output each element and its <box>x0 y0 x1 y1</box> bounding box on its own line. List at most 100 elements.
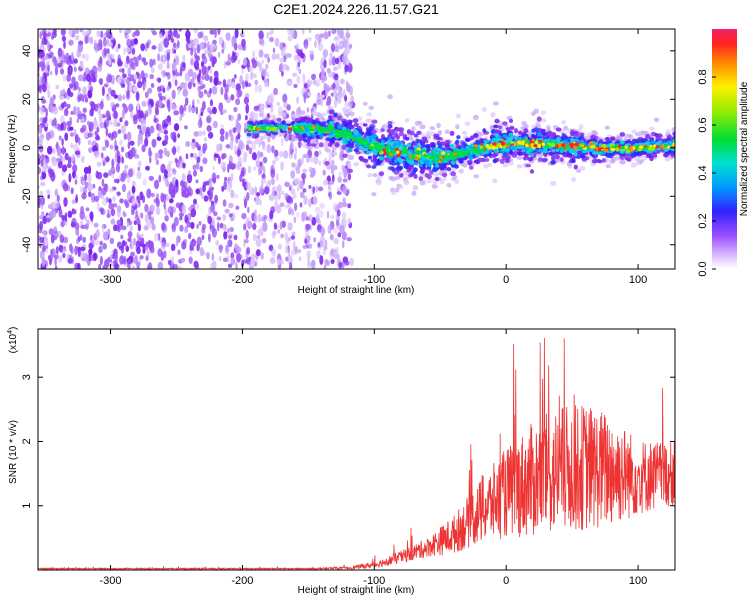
spectrogram-noise-cell <box>202 143 206 154</box>
spectrogram-noise-cell <box>95 229 100 238</box>
spectrogram-noise-cell <box>41 257 46 267</box>
spectrogram-band-cell <box>514 128 519 134</box>
spectrogram-noise-cell <box>88 191 92 198</box>
spectrogram-noise-cell <box>61 215 66 221</box>
spectrogram-band-cell <box>640 155 648 161</box>
spectrogram-noise-cell <box>44 55 49 60</box>
spectrogram-noise-cell <box>186 173 193 184</box>
spectrogram-noise-cell <box>308 184 312 189</box>
spectrogram-noise-cell <box>333 73 339 81</box>
spectrogram-noise-cell <box>158 149 164 155</box>
spectrogram-noise-cell <box>190 208 196 218</box>
spectrogram-band-cell <box>573 164 578 170</box>
spectrogram-noise-cell <box>125 245 130 252</box>
spectrogram-noise-cell <box>125 151 131 159</box>
spectrogram-noise-cell <box>74 81 79 91</box>
spectrogram-band-cell <box>258 112 264 118</box>
spectrogram-noise-cell <box>211 172 217 183</box>
spectrogram-noise-cell <box>97 190 102 198</box>
spectrogram-noise-cell <box>43 33 48 38</box>
spectrogram-noise-cell <box>185 141 191 147</box>
spectrogram-noise-cell <box>50 171 56 182</box>
spectrogram-band-cell <box>605 163 611 169</box>
spectrogram-band-cell <box>571 176 576 183</box>
spectrogram-noise-cell <box>121 240 126 247</box>
spectrogram-noise-cell <box>126 257 133 265</box>
spectrogram-noise-cell <box>130 38 135 47</box>
spectrogram-noise-cell <box>77 262 81 269</box>
spectrogram-noise-cell <box>93 150 98 156</box>
spectrogram-noise-cell <box>64 132 69 141</box>
spectrogram-noise-cell <box>349 43 353 49</box>
spectrogram-noise-cell <box>147 220 152 229</box>
spectrogram-band-cell <box>640 130 647 135</box>
spectrogram-noise-cell <box>256 192 261 197</box>
spectrogram-noise-cell <box>88 242 94 250</box>
spectrogram-band-cell <box>576 169 582 173</box>
spectrogram-band-cell <box>473 133 479 138</box>
spectrogram-noise-cell <box>47 194 50 199</box>
spectrogram-noise-cell <box>178 29 182 32</box>
spectrogram-noise-cell <box>95 170 99 179</box>
spectrogram-band-cell <box>540 110 547 115</box>
spectrogram-noise-cell <box>202 184 206 193</box>
spectrogram-noise-cell <box>255 160 261 168</box>
spectrogram-noise-cell <box>61 35 67 42</box>
spectrogram-noise-cell <box>230 257 236 266</box>
spectrogram-noise-cell <box>209 99 214 107</box>
spectrogram-noise-cell <box>55 246 59 255</box>
spectrogram-band-cell <box>411 190 417 196</box>
spectrogram-noise-cell <box>196 160 200 170</box>
spectrogram-noise-cell <box>331 159 335 167</box>
spectrogram-noise-cell <box>314 207 321 213</box>
spectrogram-noise-cell <box>46 189 51 195</box>
spectrogram-noise-cell <box>108 188 115 193</box>
spectrogram-noise-cell <box>160 192 165 203</box>
spectrogram-noise-cell <box>49 118 53 124</box>
spectrogram-noise-cell <box>279 57 285 63</box>
spectrogram-noise-cell <box>224 208 230 214</box>
spectrogram-noise-cell <box>264 215 267 223</box>
spectrogram-noise-cell <box>306 107 310 113</box>
spectrogram-band-cell <box>450 171 456 177</box>
spectrogram-noise-cell <box>272 159 276 166</box>
spectrogram-noise-cell <box>215 240 220 246</box>
spectrogram-noise-cell <box>236 149 242 156</box>
spectrogram-noise-cell <box>117 76 122 85</box>
spectrogram-noise-cell <box>150 67 155 74</box>
spectrogram-noise-cell <box>113 38 116 47</box>
spectrogram-noise-cell <box>284 181 290 187</box>
spectrogram-noise-cell <box>289 184 293 189</box>
spectrogram-band-cell <box>473 174 480 179</box>
spectrogram-noise-cell <box>284 231 288 242</box>
spectrogram-noise-cell <box>100 209 104 215</box>
spectrogram-noise-cell <box>342 197 346 205</box>
spectrogram-noise-cell <box>191 107 195 113</box>
spectrogram-noise-cell <box>256 235 261 239</box>
spectrogram-noise-cell <box>210 263 215 269</box>
spectrogram-noise-cell <box>190 48 194 56</box>
spectrogram-noise-cell <box>47 32 52 37</box>
spectrogram-noise-cell <box>129 140 135 146</box>
spectrogram-noise-cell <box>289 262 293 269</box>
spectrogram-noise-cell <box>312 195 318 205</box>
spectrogram-noise-cell <box>255 237 261 248</box>
spectrogram-noise-cell <box>87 173 92 184</box>
spectrogram-noise-cell <box>134 60 139 67</box>
spectrogram-noise-cell <box>98 78 104 84</box>
spectrogram-noise-cell <box>326 210 330 219</box>
spectrogram-band-cell <box>419 124 426 130</box>
spectrogram-noise-cell <box>228 202 234 209</box>
spectrogram-band-cell <box>426 174 432 180</box>
spectrogram-noise-cell <box>225 144 231 149</box>
spectrogram-noise-cell <box>79 29 84 33</box>
spectrogram-noise-cell <box>251 253 256 260</box>
spectrogram-noise-cell <box>71 199 76 204</box>
spectrogram-band-cell <box>559 157 564 162</box>
spectrogram-noise-cell <box>304 238 308 245</box>
spectrogram-noise-cell <box>80 63 85 69</box>
spectrogram-noise-cell <box>130 251 135 257</box>
spectrogram-noise-cell <box>340 31 344 37</box>
spectrogram-band-cell <box>549 131 554 136</box>
